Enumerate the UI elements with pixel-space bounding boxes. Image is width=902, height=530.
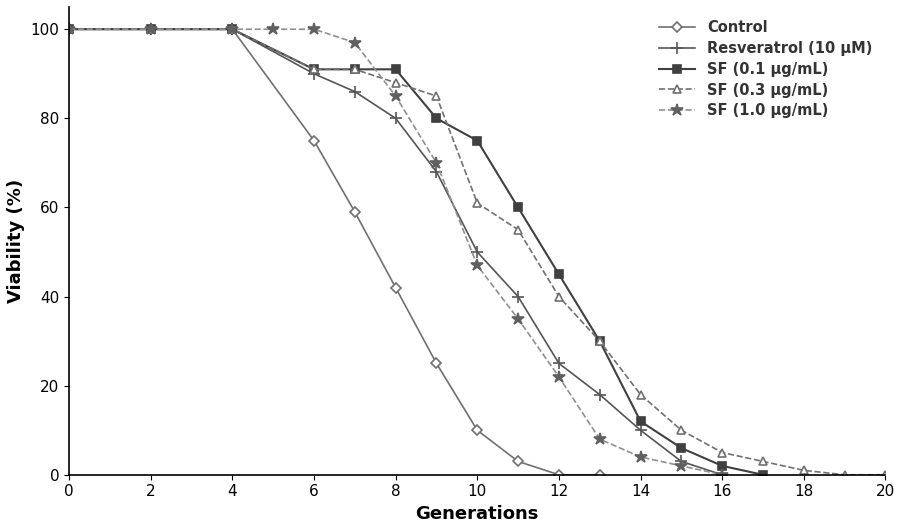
SF (1.0 μg/mL) [717,472,728,478]
SF (0.1 μg/mL) [717,463,728,469]
X-axis label: Generations: Generations [416,505,539,523]
Y-axis label: Viability (%): Viability (%) [7,179,25,303]
Resveratrol (10 μM) [472,249,483,255]
Resveratrol (10 μM) [227,26,238,32]
SF (1.0 μg/mL) [676,463,686,469]
SF (0.3 μg/mL) [798,467,809,473]
SF (0.3 μg/mL) [717,449,728,456]
Resveratrol (10 μM) [308,70,319,77]
SF (0.3 μg/mL) [64,26,75,32]
Control [227,26,238,32]
SF (0.1 μg/mL) [676,445,686,451]
Line: SF (0.1 μg/mL): SF (0.1 μg/mL) [65,25,767,479]
SF (0.1 μg/mL) [431,115,442,121]
SF (1.0 μg/mL) [431,160,442,166]
SF (0.1 μg/mL) [512,204,523,210]
SF (0.3 μg/mL) [145,26,156,32]
SF (1.0 μg/mL) [635,454,646,460]
SF (0.3 μg/mL) [349,66,360,73]
Resveratrol (10 μM) [64,26,75,32]
Control [349,209,360,215]
SF (0.3 μg/mL) [512,226,523,233]
Resveratrol (10 μM) [145,26,156,32]
SF (0.3 μg/mL) [635,391,646,398]
Control [512,458,523,465]
Control [64,26,75,32]
SF (0.3 μg/mL) [431,93,442,99]
SF (1.0 μg/mL) [512,316,523,322]
Control [145,26,156,32]
Resveratrol (10 μM) [635,427,646,434]
Control [594,472,605,478]
SF (1.0 μg/mL) [472,262,483,269]
Resveratrol (10 μM) [512,294,523,300]
SF (0.1 μg/mL) [391,66,401,73]
Line: SF (0.3 μg/mL): SF (0.3 μg/mL) [65,25,889,479]
Control [472,427,483,434]
SF (0.1 μg/mL) [145,26,156,32]
SF (1.0 μg/mL) [349,39,360,46]
Control [391,285,401,291]
SF (0.1 μg/mL) [554,271,565,278]
SF (0.1 μg/mL) [472,137,483,144]
SF (1.0 μg/mL) [554,374,565,380]
SF (1.0 μg/mL) [268,26,279,32]
SF (0.3 μg/mL) [758,458,769,465]
SF (0.1 μg/mL) [635,418,646,425]
SF (1.0 μg/mL) [308,26,319,32]
Resveratrol (10 μM) [349,89,360,95]
SF (0.3 μg/mL) [308,66,319,73]
Control [308,137,319,144]
SF (0.3 μg/mL) [676,427,686,434]
Legend: Control, Resveratrol (10 μM), SF (0.1 μg/mL), SF (0.3 μg/mL), SF (1.0 μg/mL): Control, Resveratrol (10 μM), SF (0.1 μg… [653,14,879,124]
Line: Control: Control [66,26,603,478]
Control [431,360,442,367]
Line: SF (1.0 μg/mL): SF (1.0 μg/mL) [63,23,729,481]
SF (0.1 μg/mL) [758,472,769,478]
SF (0.1 μg/mL) [64,26,75,32]
SF (0.3 μg/mL) [391,80,401,86]
SF (1.0 μg/mL) [227,26,238,32]
Resveratrol (10 μM) [676,458,686,465]
Resveratrol (10 μM) [594,391,605,398]
SF (0.1 μg/mL) [349,66,360,73]
Resveratrol (10 μM) [717,472,728,478]
SF (1.0 μg/mL) [594,436,605,443]
SF (1.0 μg/mL) [64,26,75,32]
Control [554,472,565,478]
Line: Resveratrol (10 μM): Resveratrol (10 μM) [63,24,728,480]
SF (0.3 μg/mL) [554,294,565,300]
Resveratrol (10 μM) [554,360,565,367]
SF (0.3 μg/mL) [839,472,850,478]
SF (0.3 μg/mL) [472,200,483,206]
SF (0.1 μg/mL) [308,66,319,73]
SF (0.3 μg/mL) [594,338,605,344]
SF (0.3 μg/mL) [880,472,891,478]
SF (0.1 μg/mL) [594,338,605,344]
SF (1.0 μg/mL) [391,93,401,99]
Resveratrol (10 μM) [391,115,401,121]
SF (1.0 μg/mL) [145,26,156,32]
SF (0.3 μg/mL) [227,26,238,32]
Resveratrol (10 μM) [431,169,442,175]
SF (0.1 μg/mL) [227,26,238,32]
